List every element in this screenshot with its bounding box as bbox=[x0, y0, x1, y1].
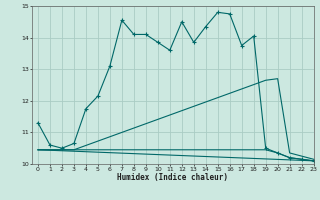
X-axis label: Humidex (Indice chaleur): Humidex (Indice chaleur) bbox=[117, 173, 228, 182]
